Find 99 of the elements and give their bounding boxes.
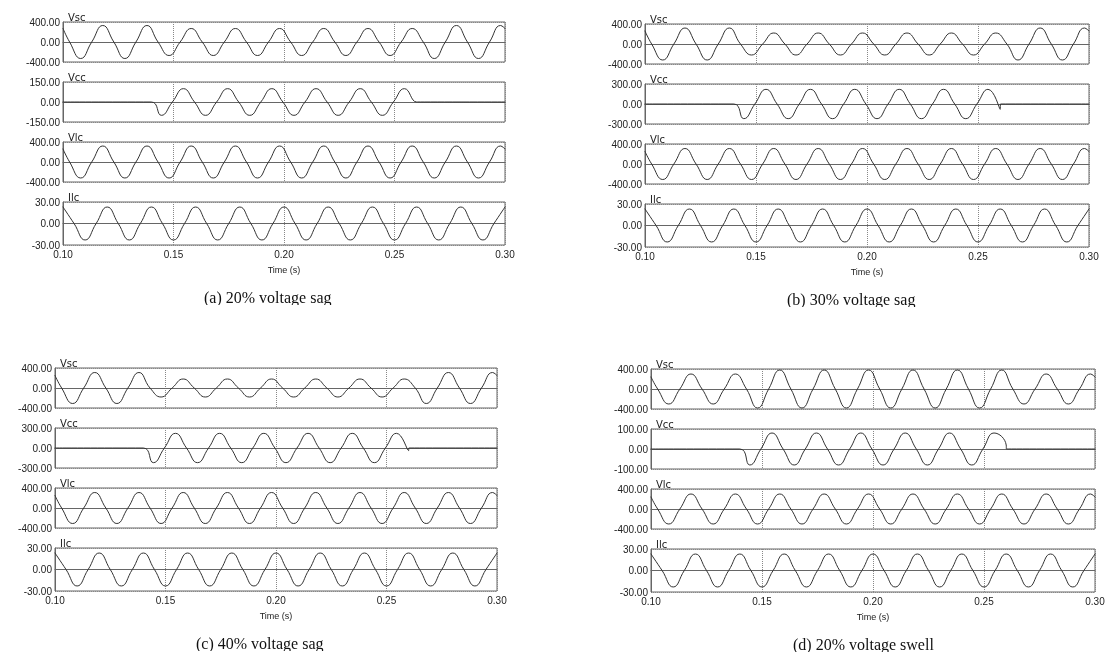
y-tick-label: 30.00 (616, 198, 643, 210)
x-tick-label: 0.20 (266, 594, 287, 606)
y-tick-label: 300.00 (611, 78, 643, 90)
chart-title: Vlc (650, 133, 666, 145)
chart-title: Ilc (60, 537, 72, 549)
y-tick-label: 30.00 (622, 543, 649, 555)
chart-title: Vsc (60, 357, 78, 369)
chart-title: Vcc (656, 418, 674, 430)
x-tick-label: 0.30 (1085, 595, 1105, 607)
x-tick-label: 0.15 (746, 250, 767, 262)
y-tick-label: -30.00 (23, 585, 53, 597)
x-tick-label: 0.25 (384, 248, 405, 260)
y-tick-label: 30.00 (34, 196, 61, 208)
y-tick-label: -100.00 (614, 463, 649, 475)
y-tick-label: -400.00 (26, 176, 61, 188)
y-tick-label: 400.00 (21, 482, 53, 494)
line-series (644, 148, 1090, 180)
chart-title: Vcc (650, 73, 668, 85)
y-tick-label: -300.00 (18, 462, 53, 474)
chart-title: Vsc (650, 13, 668, 25)
chart-title: Vlc (60, 477, 76, 489)
y-tick-label: 0.00 (628, 443, 649, 455)
y-tick-label: -300.00 (608, 118, 643, 130)
x-axis-title: Time (s) (856, 611, 890, 622)
y-tick-label: 400.00 (617, 363, 649, 375)
x-tick-label: 0.15 (163, 248, 184, 260)
line-series (54, 432, 498, 464)
y-tick-label: 400.00 (29, 136, 61, 148)
x-tick-label: 0.30 (495, 248, 516, 260)
chart-title: Vsc (68, 11, 86, 23)
line-series (54, 492, 498, 524)
y-tick-label: -30.00 (613, 241, 643, 253)
y-tick-label: 0.00 (622, 38, 643, 50)
y-tick-label: -400.00 (18, 522, 53, 534)
chart-title: Vcc (60, 417, 78, 429)
y-tick-label: 30.00 (26, 542, 53, 554)
y-tick-label: -400.00 (608, 178, 643, 190)
x-tick-label: 0.10 (641, 595, 662, 607)
x-tick-label: 0.10 (53, 248, 74, 260)
x-axis-title: Time (s) (259, 610, 293, 621)
y-tick-label: -400.00 (608, 58, 643, 70)
y-tick-label: 0.00 (622, 158, 643, 170)
x-tick-label: 0.15 (752, 595, 773, 607)
chart-title: Vlc (656, 478, 672, 490)
line-series (650, 369, 1096, 409)
y-tick-label: -30.00 (31, 239, 61, 251)
x-tick-label: 0.10 (45, 594, 66, 606)
line-series (62, 25, 506, 59)
y-tick-label: 0.00 (628, 503, 649, 515)
chart-title: Ilc (656, 538, 668, 550)
y-tick-label: 300.00 (21, 422, 53, 434)
line-series (62, 145, 506, 179)
y-tick-label: 400.00 (29, 16, 61, 28)
y-tick-label: 400.00 (611, 138, 643, 150)
chart-title: Vsc (656, 358, 674, 370)
y-tick-label: -150.00 (26, 116, 61, 128)
x-axis-title: Time (s) (267, 264, 301, 275)
x-tick-label: 0.10 (635, 250, 656, 262)
y-tick-label: -30.00 (619, 586, 649, 598)
y-tick-label: -400.00 (614, 523, 649, 535)
line-series (54, 372, 498, 404)
y-tick-label: -400.00 (18, 402, 53, 414)
y-tick-label: 400.00 (21, 362, 53, 374)
y-tick-label: 0.00 (32, 382, 53, 394)
line-series (650, 493, 1096, 525)
y-tick-label: 0.00 (628, 383, 649, 395)
chart-title: Ilc (650, 193, 662, 205)
x-tick-label: 0.30 (487, 594, 508, 606)
x-tick-label: 0.20 (274, 248, 295, 260)
x-tick-label: 0.25 (968, 250, 989, 262)
y-tick-label: 0.00 (32, 564, 53, 575)
y-tick-label: 0.00 (628, 565, 649, 576)
x-tick-label: 0.25 (974, 595, 995, 607)
y-tick-label: 0.00 (32, 442, 53, 454)
y-tick-label: -400.00 (614, 403, 649, 415)
y-tick-label: 400.00 (611, 18, 643, 30)
chart-title: Vlc (68, 131, 84, 143)
y-tick-label: 0.00 (40, 36, 61, 48)
y-tick-label: 0.00 (622, 98, 643, 110)
y-tick-label: 0.00 (40, 218, 61, 229)
line-series (644, 27, 1090, 61)
y-tick-label: 0.00 (40, 156, 61, 168)
x-tick-label: 0.30 (1079, 250, 1100, 262)
y-tick-label: 100.00 (617, 423, 649, 435)
y-tick-label: 150.00 (29, 76, 61, 88)
x-axis-title: Time (s) (850, 266, 884, 277)
x-tick-label: 0.20 (863, 595, 884, 607)
y-tick-label: -400.00 (26, 56, 61, 68)
y-tick-label: 0.00 (40, 96, 61, 108)
x-tick-label: 0.25 (376, 594, 397, 606)
line-series (650, 432, 1096, 466)
chart-title: Vcc (68, 71, 86, 83)
y-tick-label: 0.00 (622, 220, 643, 231)
x-tick-label: 0.20 (857, 250, 878, 262)
chart-title: Ilc (68, 191, 80, 203)
y-tick-label: 0.00 (32, 502, 53, 514)
y-tick-label: 400.00 (617, 483, 649, 495)
x-tick-label: 0.15 (155, 594, 176, 606)
line-series (644, 88, 1090, 120)
